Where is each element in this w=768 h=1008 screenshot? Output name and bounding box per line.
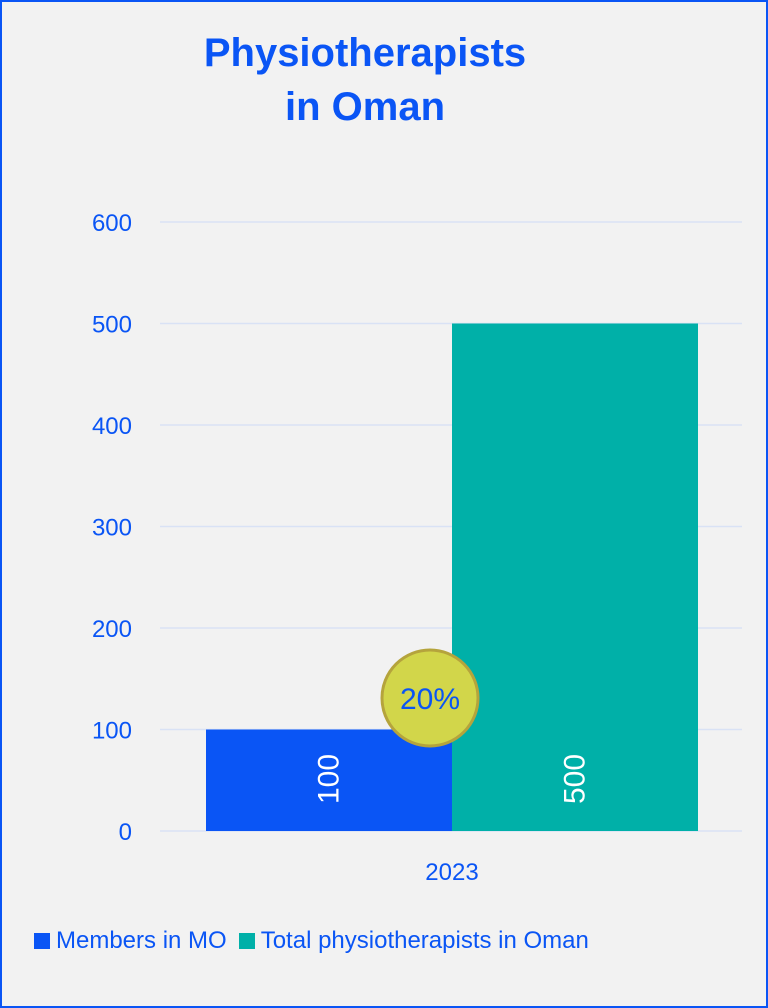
legend: Members in MO Total physiotherapists in … [34,924,589,958]
chart-title-line-1: Physiotherapists [203,31,527,75]
data-label-total-physiotherapists: 500 [559,754,592,804]
legend-swatch-members [34,933,50,949]
percentage-badge-text: 20% [400,683,460,716]
chart-title: Physiotherapists in Oman [100,26,630,134]
x-axis-category-label: 2023 [425,859,478,886]
y-tick-label-0: 0 [119,819,132,846]
legend-swatch-total [238,933,255,949]
y-tick-label-400: 400 [92,413,132,440]
y-tick-label-500: 500 [92,312,132,339]
bar-total-physiotherapists [452,323,698,831]
percentage-badge [380,648,480,748]
legend-item-members: Members in MO [34,927,227,955]
bars [206,323,698,831]
legend-item-total: Total physiotherapists in Oman [238,927,589,955]
percentage-annotation: 20% [380,648,480,748]
data-labels: 100 500 [313,754,592,804]
bar-members-in-mo [206,729,452,831]
legend-label-total: Total physiotherapists in Oman [260,927,589,954]
chart-title-line-2: in Oman [284,85,446,129]
y-tick-label-300: 300 [92,515,132,542]
bar-chart: 0 100 200 300 400 500 600 100 500 20% 2023 [92,210,742,886]
y-tick-label-600: 600 [92,210,132,237]
y-tick-label-100: 100 [92,718,132,745]
legend-label-members: Members in MO [56,927,227,954]
y-axis-ticks: 0 100 200 300 400 500 600 [92,210,132,846]
y-tick-label-200: 200 [92,616,132,643]
data-label-members-in-mo: 100 [313,754,346,804]
